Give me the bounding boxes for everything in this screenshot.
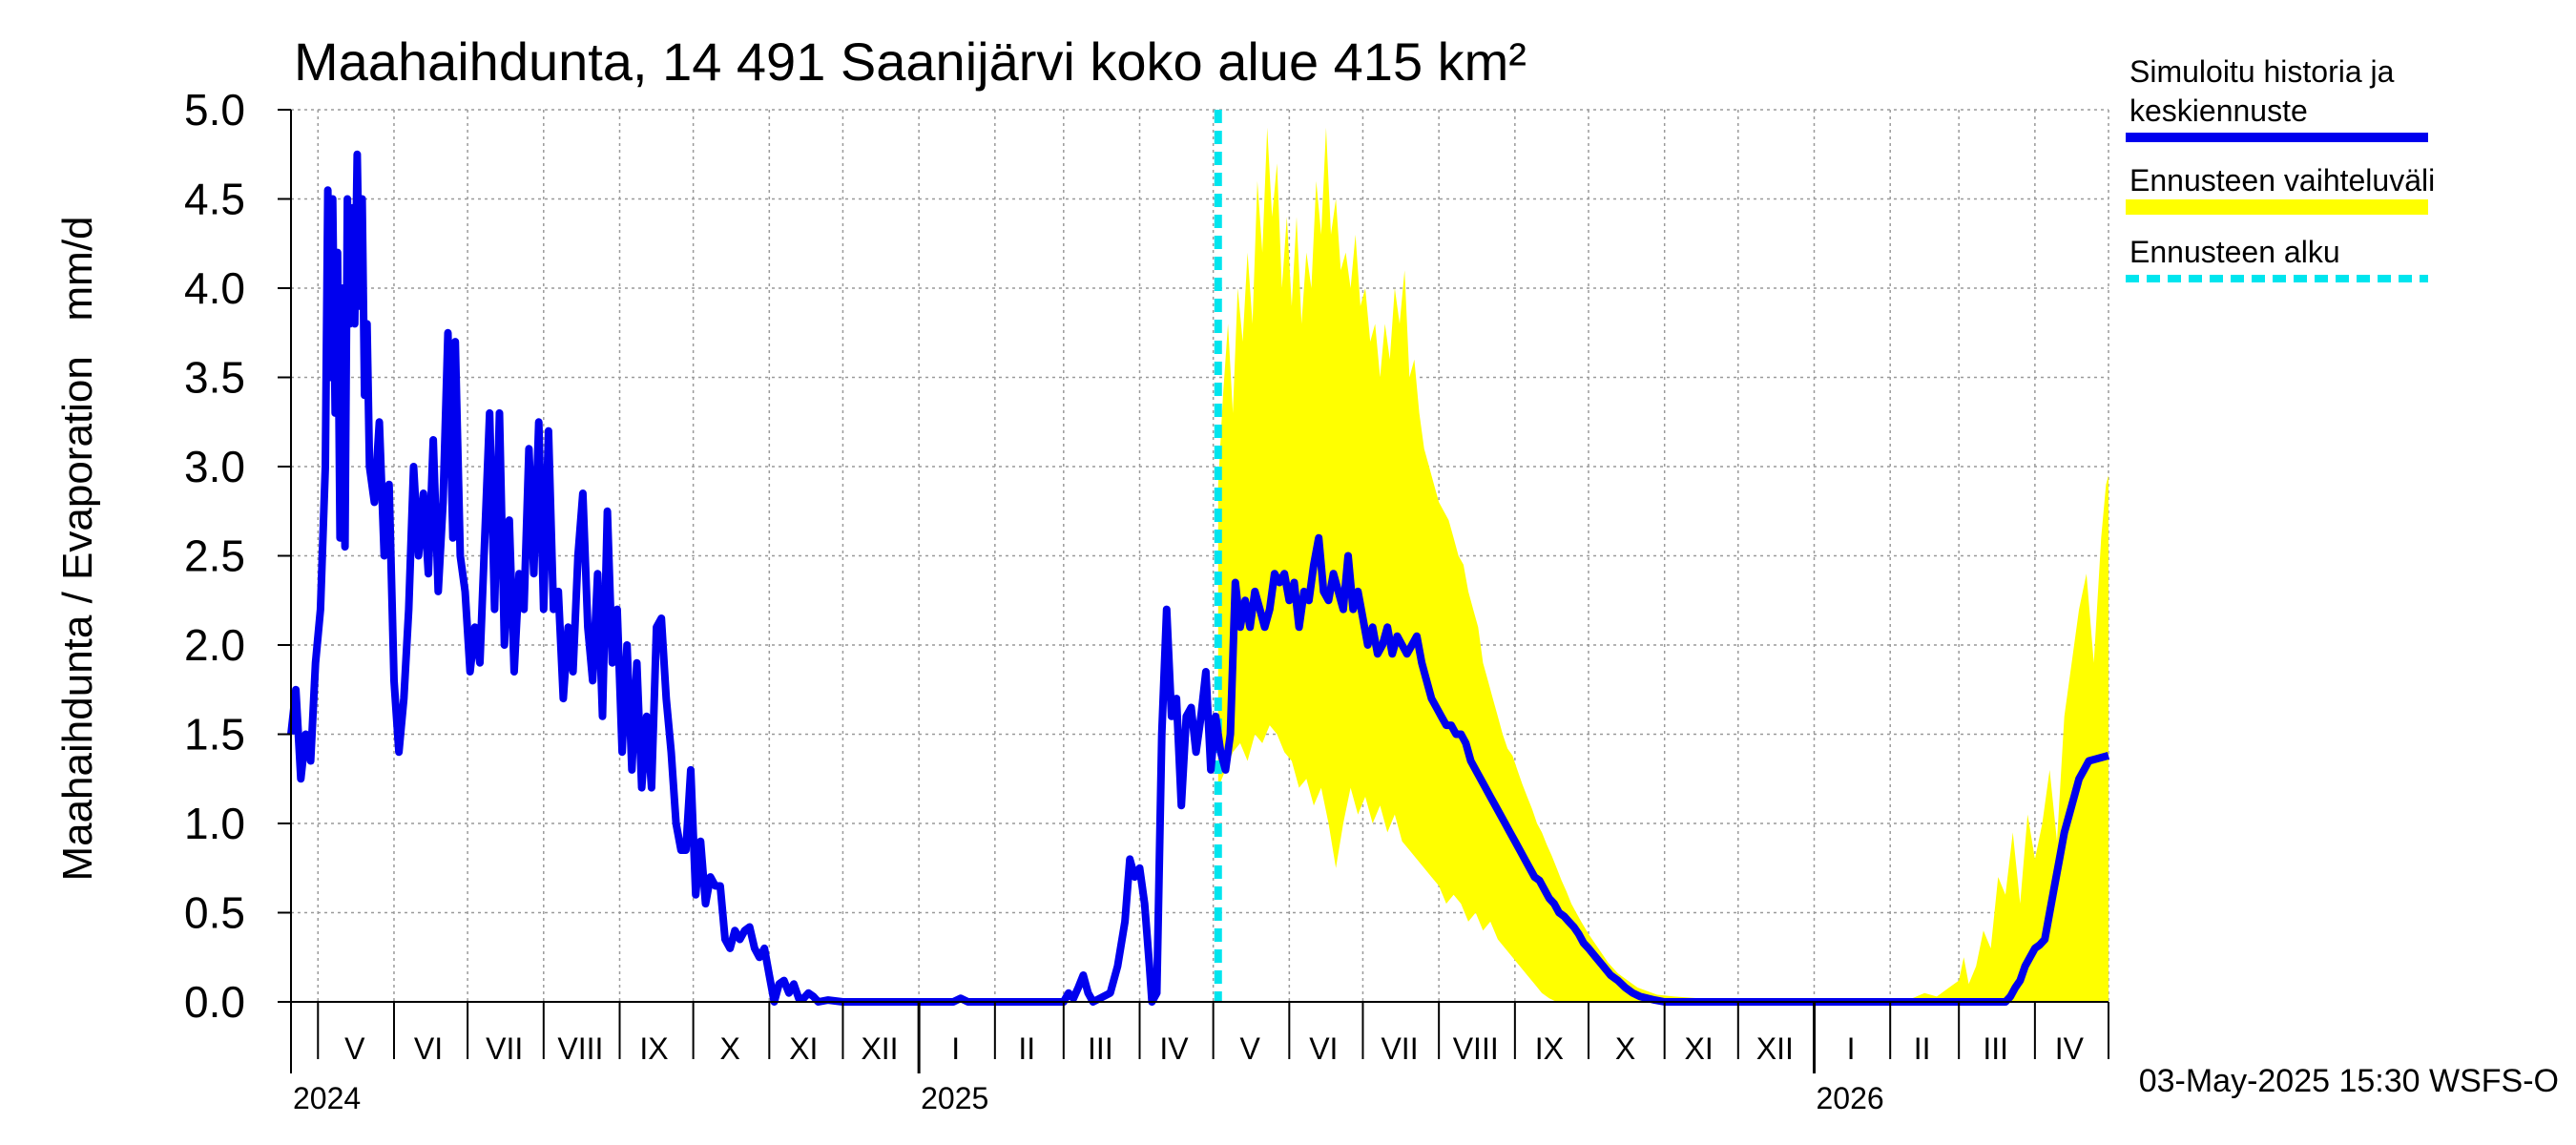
y-tick-label-7: 3.5 — [184, 353, 245, 403]
month-label-1: VI — [414, 1031, 443, 1066]
y-tick-labels: 0.0 0.5 1.0 1.5 2.0 2.5 3.0 3.5 4.0 4.5 5.0 — [184, 85, 245, 1027]
month-label-18: XI — [1685, 1031, 1714, 1066]
x-tick-labels: V VI VII VIII IX X XI XII I II III IV V VI VII VIII IX X X… — [293, 1031, 2085, 1115]
chart-title: Maahaihdunta, 14 491 Saanijärvi koko alu… — [294, 31, 1527, 92]
month-label-20: I — [1847, 1031, 1856, 1066]
axes — [278, 109, 2109, 1073]
month-label-12: V — [1240, 1031, 1261, 1066]
legend-label-simulated-line1: Simuloitu historia ja — [2129, 54, 2395, 89]
legend-label-range: Ennusteen vaihteluväli — [2129, 163, 2435, 198]
month-label-22: III — [1983, 1031, 2008, 1066]
legend: Simuloitu historia ja keskiennuste Ennus… — [2126, 54, 2435, 282]
month-label-10: III — [1088, 1031, 1113, 1066]
y-tick-label-6: 3.0 — [184, 442, 245, 491]
y-tick-label-5: 2.5 — [184, 531, 245, 581]
year-label-2: 2026 — [1816, 1081, 1883, 1115]
month-label-6: XI — [789, 1031, 818, 1066]
grid — [291, 109, 2109, 1003]
month-label-3: VIII — [557, 1031, 603, 1066]
month-label-9: II — [1018, 1031, 1035, 1066]
y-tick-label-3: 1.5 — [184, 710, 245, 760]
y-tick-label-1: 0.5 — [184, 888, 245, 938]
y-tick-label-4: 2.0 — [184, 620, 245, 670]
month-label-19: XII — [1756, 1031, 1794, 1066]
month-label-23: IV — [2055, 1031, 2085, 1066]
y-tick-label-10: 5.0 — [184, 85, 245, 135]
month-label-11: IV — [1159, 1031, 1189, 1066]
month-label-8: I — [951, 1031, 960, 1066]
month-label-0: V — [344, 1031, 365, 1066]
year-label-1: 2025 — [921, 1081, 988, 1115]
month-label-17: X — [1615, 1031, 1635, 1066]
legend-label-simulated-line2: keskiennuste — [2129, 94, 2308, 128]
y-tick-label-2: 1.0 — [184, 799, 245, 848]
month-label-13: VI — [1309, 1031, 1338, 1066]
month-label-7: XII — [861, 1031, 898, 1066]
y-tick-label-8: 4.0 — [184, 263, 245, 313]
month-label-5: X — [720, 1031, 740, 1066]
y-tick-label-0: 0.0 — [184, 977, 245, 1027]
footer-timestamp: 03-May-2025 15:30 WSFS-O — [2139, 1063, 2559, 1099]
month-label-15: VIII — [1453, 1031, 1499, 1066]
month-label-4: IX — [639, 1031, 668, 1066]
month-label-16: IX — [1535, 1031, 1564, 1066]
y-tick-label-9: 4.5 — [184, 175, 245, 224]
y-axis-label: Maahaihdunta / Evaporation mm/d — [54, 216, 101, 881]
forecast-range-band — [1217, 127, 2109, 1002]
simulated-series — [287, 150, 2110, 1006]
year-label-0: 2024 — [293, 1081, 361, 1115]
forecast-range-area — [1217, 127, 2109, 1002]
simulated-history-line — [287, 150, 2110, 1006]
legend-label-forecast-start: Ennusteen alku — [2129, 235, 2340, 269]
month-label-2: VII — [486, 1031, 523, 1066]
month-label-14: VII — [1381, 1031, 1418, 1066]
month-label-21: II — [1914, 1031, 1931, 1066]
